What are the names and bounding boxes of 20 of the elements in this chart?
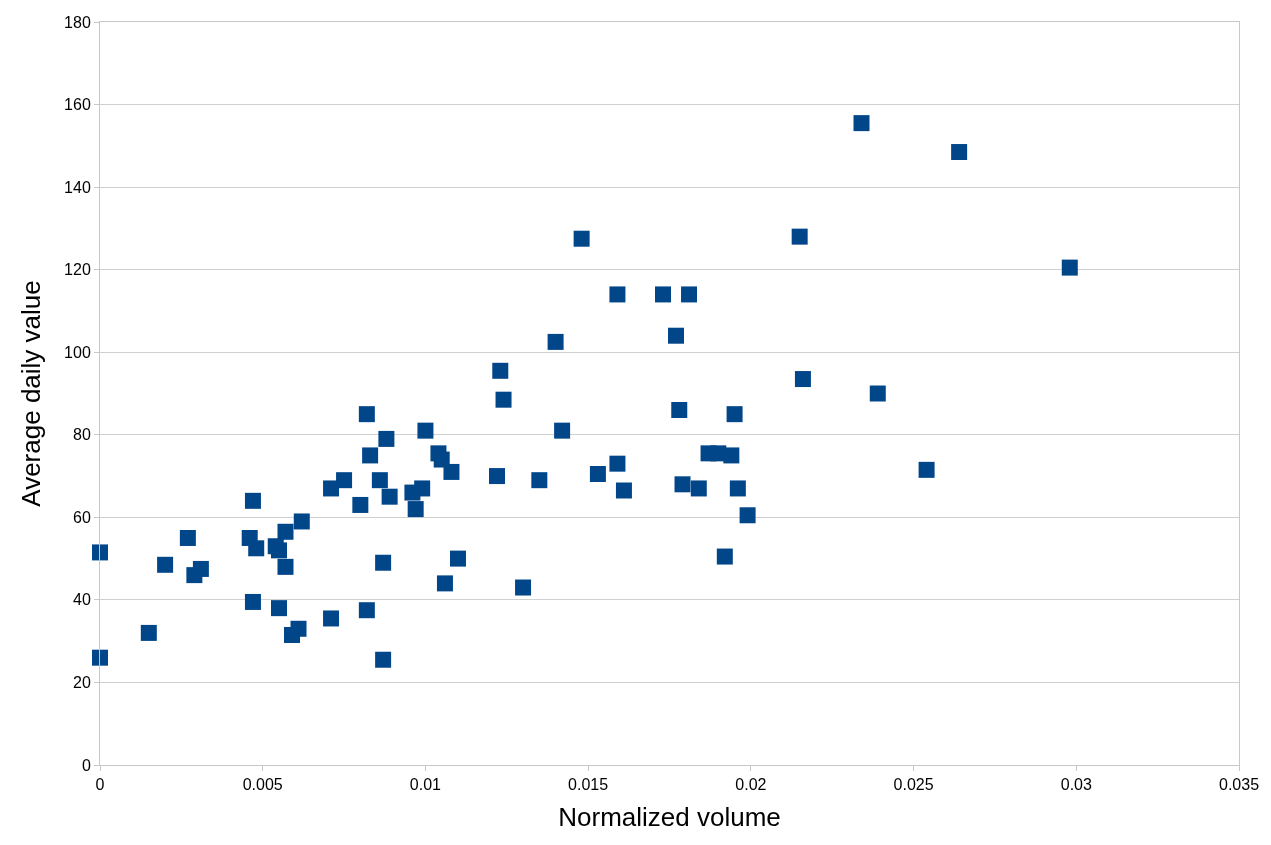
x-tick-label: 0.025 <box>893 776 934 794</box>
x-tick-label: 0.015 <box>568 776 609 794</box>
x-tick-label: 0.035 <box>1218 776 1260 794</box>
x-tick-label: 0.01 <box>409 776 442 794</box>
y-tick-label: 40 <box>73 591 91 609</box>
y-tick-label: 0 <box>81 756 91 774</box>
y-tick-label: 20 <box>73 674 91 692</box>
y-tick-label: 80 <box>73 426 91 444</box>
y-tick-label: 160 <box>64 96 91 114</box>
y-tick-label: 180 <box>64 13 91 31</box>
x-tick-label: 0.02 <box>735 776 767 794</box>
y-tick-label: 60 <box>73 508 91 526</box>
x-axis-title: Normalized volume <box>558 801 781 832</box>
x-tick-label: 0 <box>95 776 105 794</box>
x-tick-label: 0.005 <box>242 776 283 794</box>
x-tick-label: 0.03 <box>1060 776 1092 794</box>
y-tick-label: 100 <box>64 343 91 361</box>
y-axis-title: Average daily value <box>16 280 47 507</box>
y-tick-label: 120 <box>64 261 91 279</box>
y-tick-label: 140 <box>64 178 91 196</box>
